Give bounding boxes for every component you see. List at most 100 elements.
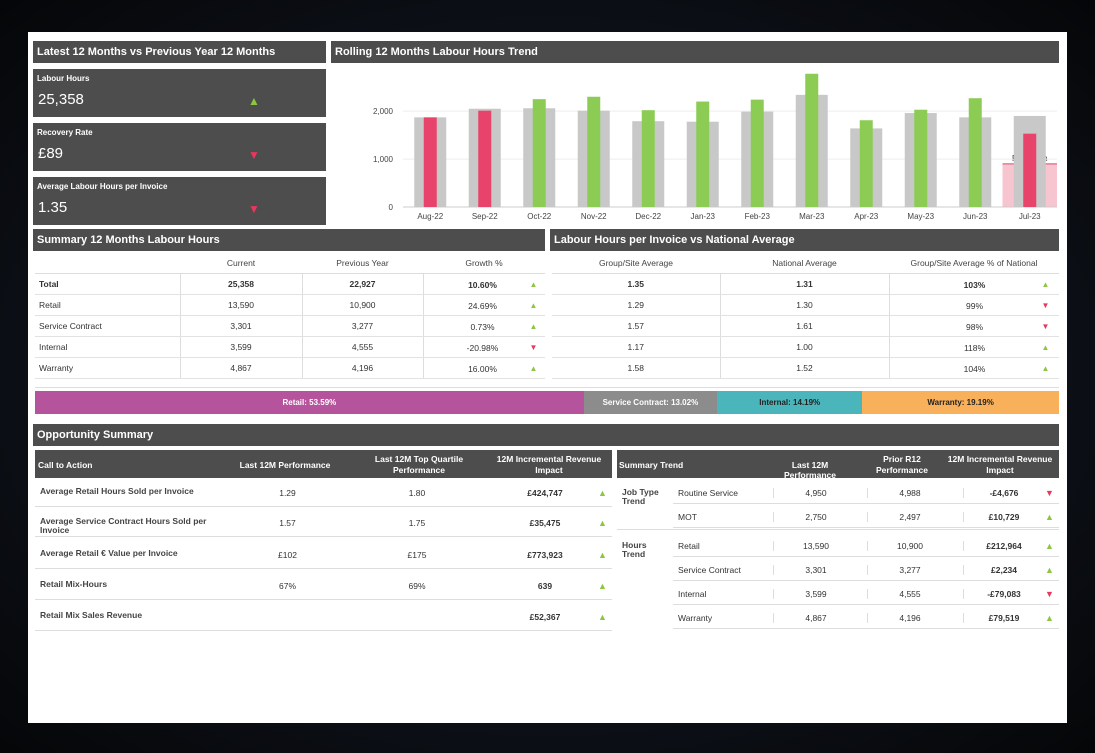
bar-current	[696, 101, 710, 207]
triangle-down-icon: ▼	[1045, 589, 1054, 599]
bar-current	[968, 98, 982, 207]
x-tick-label: Jul-23	[1019, 212, 1041, 221]
cta-top: 1.80	[408, 488, 426, 498]
mix-segment: Service Contract: 13.02%	[583, 391, 718, 414]
summary-col-growth: Growth %	[423, 253, 545, 274]
group-average: 1.35	[552, 273, 720, 295]
cta-perf: £102	[278, 550, 297, 560]
national-col-pct: Group/Site Average % of National	[889, 253, 1059, 274]
triangle-up-icon: ▲	[529, 279, 538, 289]
trend-group-label: Hours Trend	[622, 540, 647, 559]
triangle-up-icon: ▲	[529, 363, 538, 373]
bar-current	[423, 117, 437, 207]
labour-mix-bar: Retail: 53.59% Service Contract: 13.02% In…	[35, 391, 1059, 414]
trend-col-prior: Prior R12 Performance	[876, 454, 928, 475]
trend-label: Warranty	[678, 613, 713, 623]
bar-current	[1023, 133, 1037, 207]
x-tick-label: Mar-23	[799, 212, 825, 221]
trend-cells: Service Contract 3,301 3,277 £2,234 ▲	[673, 557, 1059, 581]
bar-current	[805, 73, 819, 207]
triangle-up-icon: ▲	[1045, 565, 1054, 575]
triangle-up-icon: ▲	[1045, 541, 1054, 551]
x-tick-label: Nov-22	[581, 212, 607, 221]
bar-current	[478, 110, 492, 207]
cta-perf: 1.57	[279, 518, 296, 528]
trend-cells: Warranty 4,867 4,196 £79,519 ▲	[673, 605, 1059, 629]
triangle-up-icon: ▲	[598, 488, 607, 498]
kpi-section-title: Latest 12 Months vs Previous Year 12 Mon…	[37, 46, 276, 58]
current-value: 25,358	[179, 273, 302, 295]
pct-cell: 118% ▲	[888, 336, 1059, 358]
bar-current	[587, 96, 601, 207]
x-tick-label: Dec-22	[635, 212, 661, 221]
bar-current	[859, 120, 873, 207]
y-tick-label: 0	[389, 203, 394, 212]
group-average: 1.29	[552, 294, 720, 316]
trend-row: Warranty 4,867 4,196 £79,519 ▲	[617, 605, 1059, 629]
trend-chart-title: Rolling 12 Months Labour Hours Trend	[335, 46, 538, 58]
cta-row: Retail Mix Sales Revenue £52,367 ▲	[35, 604, 612, 631]
triangle-up-icon: ▲	[598, 612, 607, 622]
triangle-down-icon: ▼	[1041, 300, 1050, 310]
pct-cell: 98% ▼	[888, 315, 1059, 337]
growth-cell: 0.73% ▲	[422, 315, 545, 337]
trend-label: MOT	[678, 512, 697, 522]
pct-value: 118%	[963, 342, 986, 353]
trend-cells: Internal 3,599 4,555 -£79,083 ▼	[673, 581, 1059, 605]
triangle-up-icon: ▲	[1041, 363, 1050, 373]
trend-perf: 3,301	[773, 565, 858, 575]
national-table: Group/Site Average National Average Grou…	[552, 253, 1059, 379]
row-label: Retail	[35, 294, 180, 316]
triangle-up-icon: ▲	[598, 550, 607, 560]
y-tick-label: 2,000	[373, 107, 394, 116]
row-label: Service Contract	[35, 315, 180, 337]
trend-impact: £212,964	[963, 541, 1044, 551]
trend-row: Internal 3,599 4,555 -£79,083 ▼	[617, 581, 1059, 605]
current-value: 3,599	[179, 336, 302, 358]
pct-value: 103%	[963, 279, 986, 290]
table-row: Retail 13,590 10,900 24.69% ▲	[35, 294, 545, 316]
kpi-card: Recovery Rate £89 ▼	[33, 123, 326, 171]
mix-label: Retail: 53.59%	[282, 398, 337, 407]
bar-current	[914, 109, 928, 207]
cta-row: Average Retail € Value per Invoice £102 £1…	[35, 542, 612, 569]
cta-col-impact: 12M Incremental Revenue Impact	[496, 454, 602, 475]
mix-label: Service Contract: 13.02%	[602, 398, 699, 407]
cta-impact: £424,747	[527, 488, 563, 498]
triangle-up-icon: ▲	[529, 321, 538, 331]
table-row: 1.58 1.52 104% ▲	[552, 357, 1059, 379]
x-tick-label: Feb-23	[745, 212, 771, 221]
cta-row: Retail Mix-Hours 67% 69% 639 ▲	[35, 573, 612, 600]
opportunity-header: Opportunity Summary	[33, 424, 1059, 446]
triangle-up-icon: ▲	[598, 581, 607, 591]
cta-label: Average Retail € Value per Invoice	[40, 548, 178, 558]
summary-rows: Total 25,358 22,927 10.60% ▲ Retail 13,590 10,9…	[35, 273, 545, 379]
trend-prior: 3,277	[867, 565, 952, 575]
trend-prior: 2,497	[867, 512, 952, 522]
bar-current	[641, 110, 655, 207]
cta-table-header: Call to Action Last 12M Performance Last…	[35, 450, 612, 478]
trend-impact: £2,234	[963, 565, 1044, 575]
trend-cells: Retail 13,590 10,900 £212,964 ▲	[673, 533, 1059, 557]
table-row: 1.35 1.31 103% ▲	[552, 273, 1059, 295]
mix-label: Internal: 14.19%	[759, 398, 821, 407]
group-average: 1.58	[552, 357, 720, 379]
kpi-label: Recovery Rate	[37, 128, 93, 137]
trend-perf: 4,867	[773, 613, 858, 623]
kpi-card: Average Labour Hours per Invoice 1.35 ▼	[33, 177, 326, 225]
growth-cell: 16.00% ▲	[422, 357, 545, 379]
summary-col-blank	[35, 253, 180, 274]
national-col-group: Group/Site Average	[552, 253, 720, 274]
current-value: 13,590	[179, 294, 302, 316]
cta-top: 69%	[408, 581, 426, 591]
triangle-up-icon: ▲	[1041, 279, 1050, 289]
row-label: Warranty	[35, 357, 180, 379]
growth-cell: -20.98% ▼	[422, 336, 545, 358]
trend-label: Internal	[678, 589, 707, 599]
national-header: Labour Hours per Invoice vs National Ave…	[550, 229, 1059, 251]
triangle-up-icon: ▲	[598, 518, 607, 528]
kpi-label: Labour Hours	[37, 74, 90, 83]
national-average: 1.61	[719, 315, 889, 337]
trend-cells: MOT 2,750 2,497 £10,729 ▲	[673, 504, 1059, 528]
opportunity-title: Opportunity Summary	[37, 429, 154, 441]
